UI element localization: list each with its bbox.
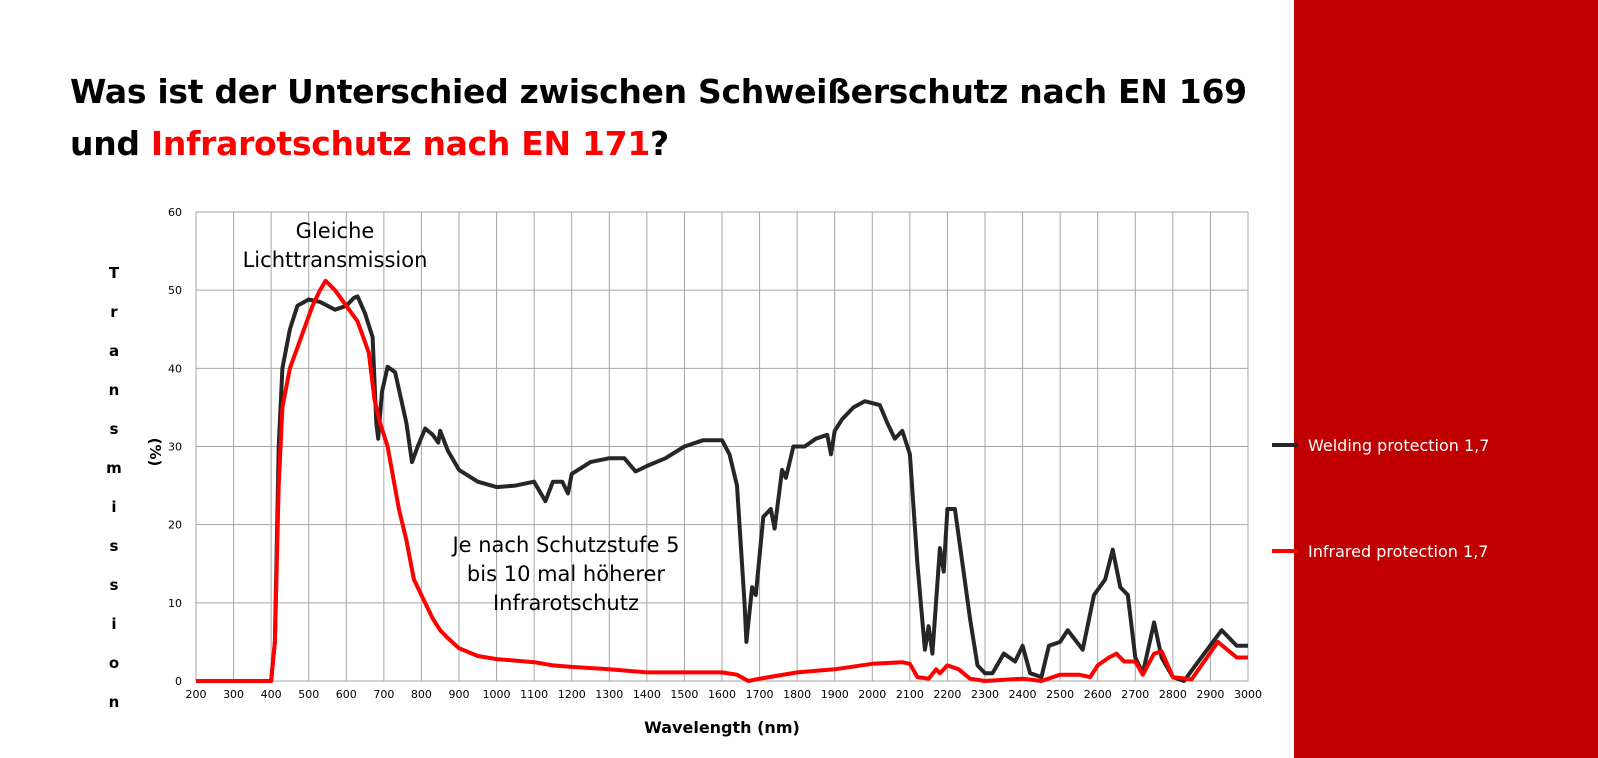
x-tick-label: 1500 — [670, 688, 698, 701]
x-tick-label: 1300 — [595, 688, 623, 701]
tick-labels: 200 300 400 500 600 700 800 900 1000 1100 1200 1300… — [168, 206, 1262, 701]
x-tick-label: 300 — [223, 688, 244, 701]
x-tick-label: 1200 — [558, 688, 586, 701]
y-tick-label: 30 — [168, 441, 182, 454]
x-tick-label: 3000 — [1234, 688, 1262, 701]
red-side-panel — [1294, 0, 1598, 758]
y-axis-label-letter: n — [109, 381, 120, 399]
title-line-1: Was ist der Unterschied zwischen Schweiß… — [70, 72, 1247, 111]
y-axis-label-letter: m — [106, 459, 122, 477]
series-line-welding — [196, 294, 1248, 683]
y-axis-label-letter: o — [109, 654, 119, 672]
x-tick-label: 2300 — [971, 688, 999, 701]
x-tick-label: 2000 — [858, 688, 886, 701]
x-tick-label: 2400 — [1009, 688, 1037, 701]
y-tick-label: 10 — [168, 597, 182, 610]
title-suffix: ? — [650, 124, 669, 163]
annotation-text: Infrarotschutz — [493, 591, 639, 615]
title-line-2: und Infrarotschutz nach EN 171? — [70, 118, 1247, 170]
x-tick-label: 2900 — [1196, 688, 1224, 701]
x-tick-label: 2500 — [1046, 688, 1074, 701]
x-tick-label: 2600 — [1084, 688, 1112, 701]
x-tick-label: 1700 — [746, 688, 774, 701]
annotations: Gleiche Lichttransmission Je nach Schutzst… — [243, 219, 680, 615]
x-tick-label: 2800 — [1159, 688, 1187, 701]
legend: Welding protection 1,7 Infrared protectio… — [1272, 436, 1489, 561]
x-tick-label: 2700 — [1121, 688, 1149, 701]
annotation-text: bis 10 mal höherer — [467, 562, 665, 586]
y-axis-label-letter: a — [109, 342, 119, 360]
x-tick-label: 500 — [298, 688, 319, 701]
annotation-text: Lichttransmission — [243, 248, 428, 272]
y-tick-label: 60 — [168, 206, 182, 219]
x-tick-label: 2200 — [933, 688, 961, 701]
x-tick-label: 1100 — [520, 688, 548, 701]
y-axis-label-letter: s — [110, 576, 119, 594]
title-highlight: Infrarotschutz nach EN 171 — [150, 124, 650, 163]
legend-label: Infrared protection 1,7 — [1308, 542, 1488, 561]
x-tick-label: 900 — [449, 688, 470, 701]
legend-label: Welding protection 1,7 — [1308, 436, 1489, 455]
x-tick-label: 1900 — [821, 688, 849, 701]
y-axis-label-letter: s — [110, 420, 119, 438]
y-axis-label-letter: i — [111, 615, 116, 633]
x-tick-label: 1400 — [633, 688, 661, 701]
series-lines — [196, 278, 1248, 683]
y-axis-label-letter: i — [111, 498, 116, 516]
x-tick-label: 1800 — [783, 688, 811, 701]
x-tick-label: 400 — [261, 688, 282, 701]
annotation-text: Je nach Schutzstufe 5 — [450, 533, 679, 557]
x-tick-label: 2100 — [896, 688, 924, 701]
x-tick-label: 600 — [336, 688, 357, 701]
y-tick-label: 40 — [168, 362, 182, 375]
x-tick-label: 700 — [373, 688, 394, 701]
y-axis-unit: (%) — [146, 438, 164, 467]
y-tick-label: 0 — [175, 675, 182, 688]
series-line-infrared — [196, 278, 1248, 683]
x-tick-label: 200 — [186, 688, 207, 701]
slide-title: Was ist der Unterschied zwischen Schweiß… — [70, 66, 1247, 170]
x-tick-label: 1600 — [708, 688, 736, 701]
x-tick-label: 800 — [411, 688, 432, 701]
y-axis-label-letter: n — [109, 693, 120, 711]
y-axis-label-letter: r — [110, 303, 118, 321]
y-axis-label: Tr a n s m i s s i o n (%) — [106, 264, 164, 711]
y-axis-label-letter: T — [109, 264, 120, 282]
title-prefix: und — [70, 124, 151, 163]
annotation-text: Gleiche — [296, 219, 375, 243]
x-axis-label: Wavelength (nm) — [644, 718, 800, 737]
y-tick-label: 50 — [168, 284, 182, 297]
y-axis-label-letter: s — [110, 537, 119, 555]
x-tick-label: 1000 — [483, 688, 511, 701]
y-tick-label: 20 — [168, 519, 182, 532]
